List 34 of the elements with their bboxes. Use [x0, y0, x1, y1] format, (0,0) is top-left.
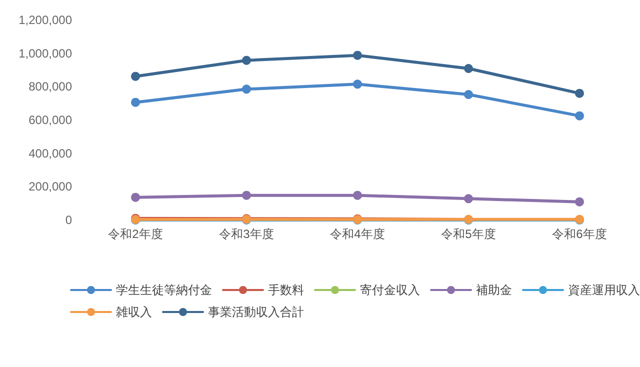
point	[242, 190, 251, 200]
legend-label: 寄付金収入	[360, 283, 420, 297]
x-tick-label: 令和2年度	[108, 227, 163, 241]
y-tick-label: 1,200,000	[18, 13, 72, 27]
legend-label: 手数料	[268, 283, 304, 297]
y-tick-label: 1,000,000	[18, 46, 72, 60]
point	[575, 88, 584, 98]
y-tick-label: 400,000	[28, 146, 72, 160]
legend-label: 学生生徒等納付金	[116, 283, 212, 297]
point	[575, 197, 584, 206]
y-tick-label: 600,000	[28, 113, 72, 127]
y-tick-label: 200,000	[28, 180, 72, 194]
point	[131, 72, 140, 81]
point	[242, 56, 251, 65]
x-tick-label: 令和5年度	[441, 227, 496, 241]
point	[464, 90, 473, 99]
point	[353, 50, 362, 60]
point	[131, 192, 140, 202]
legend-label: 資産運用収入	[568, 283, 640, 297]
point	[242, 84, 251, 94]
legend-label: 事業活動収入合計	[208, 305, 304, 319]
point	[353, 80, 362, 89]
y-tick-label: 800,000	[28, 80, 72, 94]
x-tick-label: 令和3年度	[219, 227, 274, 241]
point	[353, 190, 362, 200]
x-tick-label: 令和4年度	[330, 227, 385, 241]
x-tick-label: 令和6年度	[552, 227, 607, 241]
point	[131, 98, 140, 107]
point	[464, 64, 473, 73]
point	[464, 194, 473, 204]
legend-label: 雑収入	[116, 305, 152, 319]
y-tick-label: 0	[65, 213, 72, 227]
legend-label: 補助金	[476, 283, 512, 297]
point	[575, 111, 584, 120]
